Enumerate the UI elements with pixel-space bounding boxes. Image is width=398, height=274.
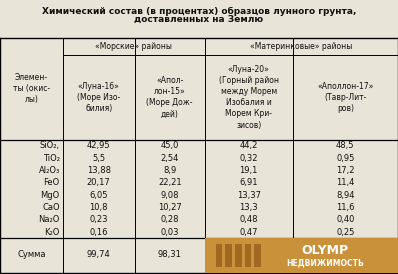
Text: 13,88: 13,88 xyxy=(87,166,111,175)
Text: 13,37: 13,37 xyxy=(237,191,261,200)
Bar xyxy=(225,244,232,267)
Text: 6,05: 6,05 xyxy=(90,191,108,200)
Text: CaO: CaO xyxy=(42,203,60,212)
Text: 0,03: 0,03 xyxy=(160,228,179,237)
Text: 6,91: 6,91 xyxy=(240,178,258,187)
Text: 0,25: 0,25 xyxy=(336,228,355,237)
Text: НЕДВИЖИМОСТЬ: НЕДВИЖИМОСТЬ xyxy=(286,259,363,267)
Text: 42,95: 42,95 xyxy=(87,141,111,150)
Text: 98,31: 98,31 xyxy=(158,250,181,259)
Text: MgO: MgO xyxy=(41,191,60,200)
Text: 17,2: 17,2 xyxy=(336,166,355,175)
Bar xyxy=(254,244,261,267)
Bar xyxy=(205,238,398,273)
Text: доставленных на Землю: доставленных на Землю xyxy=(135,15,263,24)
Text: 0,28: 0,28 xyxy=(160,215,179,224)
Text: «Аполлон-17»
(Тавр-Лит-
ров): «Аполлон-17» (Тавр-Лит- ров) xyxy=(317,82,373,113)
Text: 0,40: 0,40 xyxy=(336,215,355,224)
Text: 8,9: 8,9 xyxy=(163,166,176,175)
Text: 8,94: 8,94 xyxy=(336,191,355,200)
Text: 10,8: 10,8 xyxy=(90,203,108,212)
Text: «Морские» районы: «Морские» районы xyxy=(96,42,172,51)
Text: 0,32: 0,32 xyxy=(240,154,258,163)
Text: FeO: FeO xyxy=(43,178,60,187)
Text: 20,17: 20,17 xyxy=(87,178,111,187)
Text: Al₂O₃: Al₂O₃ xyxy=(39,166,60,175)
Text: 0,47: 0,47 xyxy=(240,228,258,237)
Text: Сумма: Сумма xyxy=(17,250,46,259)
Text: 0,95: 0,95 xyxy=(336,154,355,163)
Text: 0,16: 0,16 xyxy=(90,228,108,237)
Text: «Луна-20»
(Горный район
между Морем
Изобалия и
Морем Кри-
зисов): «Луна-20» (Горный район между Морем Изоб… xyxy=(219,65,279,130)
Text: 48,5: 48,5 xyxy=(336,141,355,150)
Text: 22,21: 22,21 xyxy=(158,178,181,187)
Text: OLYMP: OLYMP xyxy=(301,244,348,257)
Text: 0,48: 0,48 xyxy=(240,215,258,224)
Text: «Луна-16»
(Море Изо-
билия): «Луна-16» (Море Изо- билия) xyxy=(77,82,120,113)
Text: 5,5: 5,5 xyxy=(92,154,105,163)
Text: 19,1: 19,1 xyxy=(240,166,258,175)
Text: Химический состав (в процентах) образцов лунного грунта,: Химический состав (в процентах) образцов… xyxy=(42,7,356,16)
Text: 10,27: 10,27 xyxy=(158,203,181,212)
Text: 13,3: 13,3 xyxy=(240,203,258,212)
Bar xyxy=(216,244,222,267)
Text: «Материнковые» районы: «Материнковые» районы xyxy=(250,42,353,51)
Text: 11,6: 11,6 xyxy=(336,203,355,212)
Text: 11,4: 11,4 xyxy=(336,178,355,187)
Text: SiO₂,: SiO₂, xyxy=(39,141,60,150)
Text: 99,74: 99,74 xyxy=(87,250,111,259)
Text: 0,23: 0,23 xyxy=(90,215,108,224)
Text: 9,08: 9,08 xyxy=(160,191,179,200)
Text: Na₂O: Na₂O xyxy=(38,215,60,224)
Text: 45,0: 45,0 xyxy=(160,141,179,150)
Text: Элемен-
ты (окис-
лы): Элемен- ты (окис- лы) xyxy=(13,73,50,104)
Text: K₂O: K₂O xyxy=(44,228,60,237)
Text: 44,2: 44,2 xyxy=(240,141,258,150)
Text: 2,54: 2,54 xyxy=(160,154,179,163)
Bar xyxy=(244,244,251,267)
Text: «Апол-
лон-15»
(Море Дож-
дей): «Апол- лон-15» (Море Дож- дей) xyxy=(146,76,193,118)
Text: TiO₂: TiO₂ xyxy=(43,154,60,163)
Bar xyxy=(235,244,242,267)
